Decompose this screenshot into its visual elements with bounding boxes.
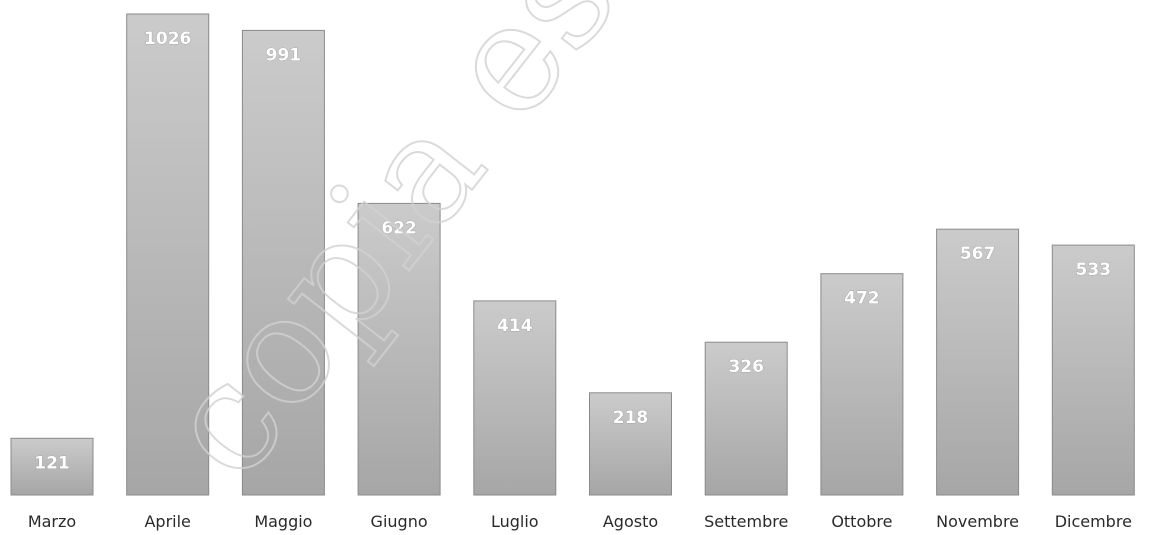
category-labels-group: Marzo Aprile Maggio Giugno Luglio Agosto Sette… [28,512,1132,531]
category-label-luglio: Luglio [491,512,539,531]
value-label-aprile: 1026 [144,29,191,49]
category-label-ottobre: Ottobre [831,512,892,531]
category-label-dicembre: Dicembre [1055,512,1132,531]
value-label-marzo: 121 [34,453,70,473]
value-label-settembre: 326 [728,357,764,377]
value-label-ottobre: 472 [844,289,880,309]
category-label-giugno: Giugno [371,512,428,531]
value-labels-group: 121 1026 991 622 414 218 326 472 567 533 [34,29,1112,474]
bar-aprile [126,13,210,496]
bars-group [10,13,1135,496]
bar-marzo [10,437,94,496]
category-label-agosto: Agosto [603,512,658,531]
value-label-maggio: 991 [266,45,302,65]
value-label-agosto: 218 [613,408,649,428]
bar-maggio [241,29,325,496]
bar-dicembre [1051,244,1135,496]
value-label-novembre: 567 [960,244,996,264]
category-label-novembre: Novembre [936,512,1019,531]
category-label-maggio: Maggio [254,512,312,531]
bar-giugno [357,202,441,496]
value-label-dicembre: 533 [1076,260,1112,280]
bar-novembre [936,228,1020,496]
bar-agosto [589,392,672,496]
value-label-luglio: 414 [497,316,533,336]
value-label-giugno: 622 [381,218,417,238]
bar-settembre [704,341,788,496]
category-label-settembre: Settembre [704,512,788,531]
bar-luglio [473,300,557,496]
bar-ottobre [820,273,904,496]
category-label-aprile: Aprile [144,512,190,531]
category-label-marzo: Marzo [28,512,76,531]
